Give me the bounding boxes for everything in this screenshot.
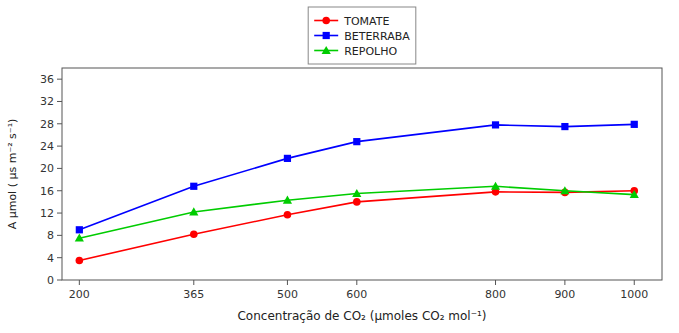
x-tick: [495, 280, 496, 285]
x-tick: [564, 280, 565, 285]
y-tick: [57, 190, 62, 191]
x-tick-label: 500: [277, 288, 298, 301]
series: [75, 182, 639, 242]
series-line: [79, 186, 634, 238]
y-tick: [57, 79, 62, 80]
y-tick-label: 8: [47, 229, 54, 242]
data-point: [190, 183, 197, 190]
x-tick-label: 600: [346, 288, 367, 301]
legend-box: [308, 7, 416, 64]
y-tick-label: 20: [40, 162, 54, 175]
data-point: [630, 190, 639, 198]
x-tick: [356, 280, 357, 285]
legend: TOMATE BETERRABA REPOLHO: [308, 7, 416, 64]
y-tick: [57, 101, 62, 102]
y-tick: [57, 146, 62, 147]
data-point: [75, 234, 84, 242]
x-tick: [634, 280, 635, 285]
data-area: [75, 121, 639, 265]
x-tick: [193, 280, 194, 285]
y-tick: [57, 123, 62, 124]
y-tick-label: 0: [47, 274, 54, 287]
x-tick-label: 200: [69, 288, 90, 301]
legend-label: TOMATE: [343, 15, 389, 28]
x-axis-label: Concentração de CO₂ (µmoles CO₂ mol⁻¹): [237, 309, 486, 323]
data-point: [353, 198, 361, 206]
data-point: [352, 189, 361, 197]
y-tick-label: 12: [40, 207, 54, 220]
legend-label: BETERRABA: [344, 30, 410, 43]
data-point: [284, 155, 291, 162]
legend-marker: [322, 46, 331, 54]
data-point: [353, 138, 360, 145]
y-tick-label: 36: [40, 73, 54, 86]
data-point: [631, 121, 638, 128]
chart-container: 200 365 500 600 800 900 1000 0 4 8 12 16 20 24 28 32 36 C…: [0, 0, 679, 333]
chart: 200 365 500 600 800 900 1000 0 4 8 12 16 20 24 28 32 36 C…: [0, 0, 679, 333]
data-point: [189, 207, 198, 215]
x-tick-label: 900: [554, 288, 575, 301]
series: [76, 121, 638, 234]
y-axis-label: A μmol ( μs m⁻² s⁻¹): [6, 119, 19, 230]
y-tick-label: 4: [47, 252, 54, 265]
y-tick: [57, 168, 62, 169]
data-point: [76, 257, 84, 265]
y-tick-label: 28: [40, 118, 54, 131]
data-point: [190, 230, 198, 238]
data-point: [492, 121, 499, 128]
y-tick-label: 24: [40, 140, 54, 153]
y-tick: [57, 235, 62, 236]
data-point: [561, 123, 568, 130]
x-tick-label: 365: [183, 288, 204, 301]
y-tick-label: 32: [40, 95, 54, 108]
y-tick: [57, 257, 62, 258]
x-tick: [79, 280, 80, 285]
x-tick: [287, 280, 288, 285]
y-tick: [57, 213, 62, 214]
y-tick: [57, 280, 62, 281]
legend-marker: [323, 32, 330, 39]
x-tick-label: 1000: [620, 288, 648, 301]
data-point: [283, 196, 292, 204]
y-tick-label: 16: [40, 185, 54, 198]
x-tick-label: 800: [485, 288, 506, 301]
legend-marker: [322, 17, 330, 25]
axes: 200 365 500 600 800 900 1000 0 4 8 12 16 20 24 28 32 36: [40, 68, 662, 301]
data-point: [491, 182, 500, 190]
data-point: [76, 226, 83, 233]
data-point: [560, 186, 569, 194]
legend-label: REPOLHO: [344, 45, 397, 58]
data-point: [284, 211, 292, 219]
series-line: [79, 124, 634, 229]
plot-frame: [62, 68, 662, 280]
series-line: [79, 191, 634, 261]
